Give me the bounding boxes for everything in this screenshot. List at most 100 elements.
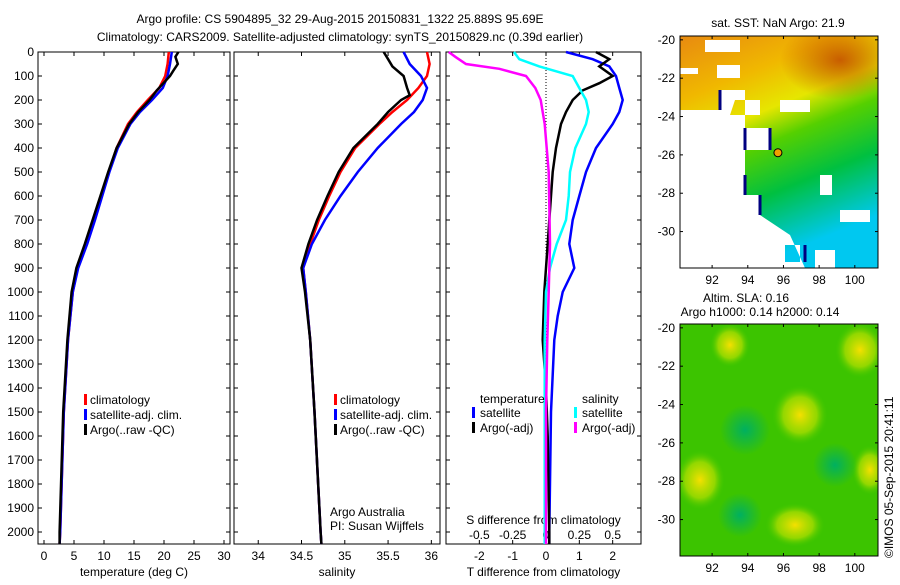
depth-tick-label: 1100 [8, 309, 34, 323]
sst-map-title: sat. SST: NaN Argo: 21.9 [711, 16, 845, 30]
series-temperature-satellite [548, 50, 624, 544]
lon-tick-label: 92 [705, 273, 719, 287]
series-satellite-adj-clim- [301, 51, 429, 545]
depth-tick-label: 800 [14, 237, 34, 251]
x-tick-label: -1 [507, 549, 518, 563]
x-tick-label: 35.5 [376, 549, 400, 563]
series-argo-raw-qc- [300, 51, 412, 545]
legend-swatch [84, 409, 87, 420]
sla-anomaly [680, 450, 725, 510]
lat-tick-label: -24 [658, 398, 676, 412]
annotation-line: PI: Susan Wijffels [330, 519, 424, 533]
s-tick-label: 0.5 [604, 528, 621, 542]
lon-tick-label: 98 [812, 273, 826, 287]
x-tick-label: 20 [157, 549, 171, 563]
legend-swatch [472, 422, 475, 433]
legend-entry: Argo(-adj) [582, 421, 635, 435]
sst-coast-edge [718, 90, 807, 262]
sla-anomaly [772, 385, 828, 445]
lat-tick-label: -28 [658, 186, 676, 200]
legend-swatch [574, 407, 577, 418]
legend-swatch [472, 407, 475, 418]
legend-swatch [574, 422, 577, 433]
lat-tick-label: -30 [658, 513, 676, 527]
lat-tick-label: -20 [658, 321, 676, 335]
sst-missing-data-area [680, 40, 870, 268]
sla-anomaly [765, 503, 825, 547]
lat-tick-label: -26 [658, 148, 676, 162]
annotation-line: Argo Australia [330, 505, 405, 519]
temperature-xlabel: temperature (deg C) [80, 565, 188, 579]
lat-tick-label: -22 [658, 71, 676, 85]
sst-map: sat. SST: NaN Argo: 21.9 92 94 96 98 100 -20 -… [658, 16, 879, 287]
sla-anomaly [852, 445, 878, 495]
x-tick-label: 0 [543, 549, 550, 563]
depth-tick-label: 2000 [7, 525, 34, 539]
sla-title-line-1: Altim. SLA: 0.16 [703, 291, 789, 305]
x-tick-label: 2 [609, 549, 616, 563]
legend-swatch [334, 394, 337, 405]
depth-tick-label: 700 [14, 213, 34, 227]
legend-swatch [334, 409, 337, 420]
lon-tick-label: 100 [845, 561, 865, 575]
depth-tick-label: 500 [14, 165, 34, 179]
lon-tick-label: 94 [741, 561, 755, 575]
x-tick-label: 35 [338, 549, 352, 563]
lat-tick-label: -26 [658, 436, 676, 450]
s-tick-label: 0.25 [568, 528, 592, 542]
sla-low [720, 405, 770, 455]
title-line-1: Argo profile: CS 5904895_32 29-Aug-2015 … [137, 12, 544, 26]
depth-tick-label: 300 [14, 117, 34, 131]
legend-entry: Argo(..raw -QC) [340, 423, 425, 437]
sla-anomaly [835, 324, 878, 378]
depth-tick-label: 1400 [7, 381, 34, 395]
x-tick-label: 15 [127, 549, 141, 563]
lat-tick-label: -20 [658, 33, 676, 47]
salinity-frame [233, 51, 441, 545]
x-tick-label: 25 [187, 549, 201, 563]
legend-group-title: salinity [582, 392, 619, 406]
sla-low [718, 493, 762, 537]
x-tick-label: 1 [576, 549, 583, 563]
depth-tick-label: 1500 [7, 405, 34, 419]
series-salinity-argo-adj- [447, 50, 552, 544]
depth-tick-label: 1800 [7, 477, 34, 491]
differences-xlabel: T difference from climatology [467, 565, 621, 579]
sla-title-line-2: Argo h1000: 0.14 h2000: 0.14 [681, 305, 840, 319]
lon-tick-label: 100 [845, 273, 865, 287]
temperature-frame [37, 51, 231, 545]
legend-entry: satellite [582, 406, 623, 420]
depth-tick-label: 200 [14, 93, 34, 107]
salinity-panel: 34 34.5 35 35.5 36 salinity climatologysatelli… [233, 51, 441, 579]
salinity-xlabel: salinity [319, 565, 356, 579]
legend-swatch [84, 394, 87, 405]
depth-tick-label: 400 [14, 141, 34, 155]
depth-tick-label: 1300 [7, 357, 34, 371]
legend-entry: satellite [480, 406, 521, 420]
depth-tick-label: 1900 [7, 501, 34, 515]
sst-warm-patch [780, 36, 878, 100]
legend-entry: climatology [340, 393, 400, 407]
series-argo-raw-qc- [58, 51, 180, 544]
series-climatology [301, 51, 431, 545]
legend-swatch [84, 424, 87, 435]
sla-anomaly [710, 324, 750, 367]
lat-tick-label: -30 [658, 225, 676, 239]
x-tick-label: 10 [97, 549, 111, 563]
x-tick-label: 5 [71, 549, 78, 563]
sst-map-frame [679, 35, 879, 269]
series-satellite-adj-clim- [58, 51, 174, 545]
lat-tick-label: -28 [658, 474, 676, 488]
x-tick-label: 30 [217, 549, 231, 563]
series-temperature-argo-adj- [541, 50, 616, 544]
x-tick-label: 34.5 [290, 549, 314, 563]
legend-entry: satellite-adj. clim. [90, 408, 182, 422]
legend-group-title: temperature [480, 392, 545, 406]
depth-tick-label: 1600 [7, 429, 34, 443]
sla-map: Altim. SLA: 0.16 Argo h1000: 0.14 h2000:… [658, 291, 879, 575]
s-tick-label: -0.5 [469, 528, 490, 542]
imos-timestamp: ©IMOS 05-Sep-2015 20:41:11 [882, 396, 896, 558]
x-tick-label: 0 [41, 549, 48, 563]
lon-tick-label: 96 [777, 273, 791, 287]
